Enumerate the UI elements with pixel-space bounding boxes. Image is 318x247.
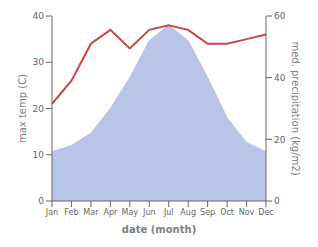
- svg-text:20: 20: [33, 104, 45, 114]
- svg-text:max temp (C): max temp (C): [17, 74, 28, 143]
- svg-text:Mar: Mar: [83, 208, 99, 217]
- svg-text:Sep: Sep: [200, 208, 215, 217]
- svg-text:0: 0: [38, 196, 44, 206]
- svg-text:10: 10: [33, 150, 45, 160]
- svg-text:0: 0: [274, 196, 280, 206]
- svg-text:30: 30: [33, 57, 45, 67]
- svg-text:Feb: Feb: [64, 208, 78, 217]
- svg-text:Jan: Jan: [45, 208, 58, 217]
- svg-text:Aug: Aug: [180, 208, 196, 217]
- svg-text:Apr: Apr: [103, 208, 118, 217]
- svg-text:Oct: Oct: [220, 208, 234, 217]
- svg-text:Jun: Jun: [142, 208, 156, 217]
- svg-text:May: May: [122, 208, 139, 217]
- svg-text:20: 20: [274, 135, 286, 145]
- svg-text:date (month): date (month): [122, 224, 196, 235]
- svg-text:40: 40: [33, 11, 45, 21]
- svg-text:40: 40: [274, 73, 286, 83]
- svg-text:Nov: Nov: [239, 208, 255, 217]
- svg-text:60: 60: [274, 11, 286, 21]
- svg-text:med. precipitation (kg/m2): med. precipitation (kg/m2): [290, 41, 301, 175]
- svg-text:Jul: Jul: [163, 208, 174, 217]
- svg-text:Dec: Dec: [258, 208, 273, 217]
